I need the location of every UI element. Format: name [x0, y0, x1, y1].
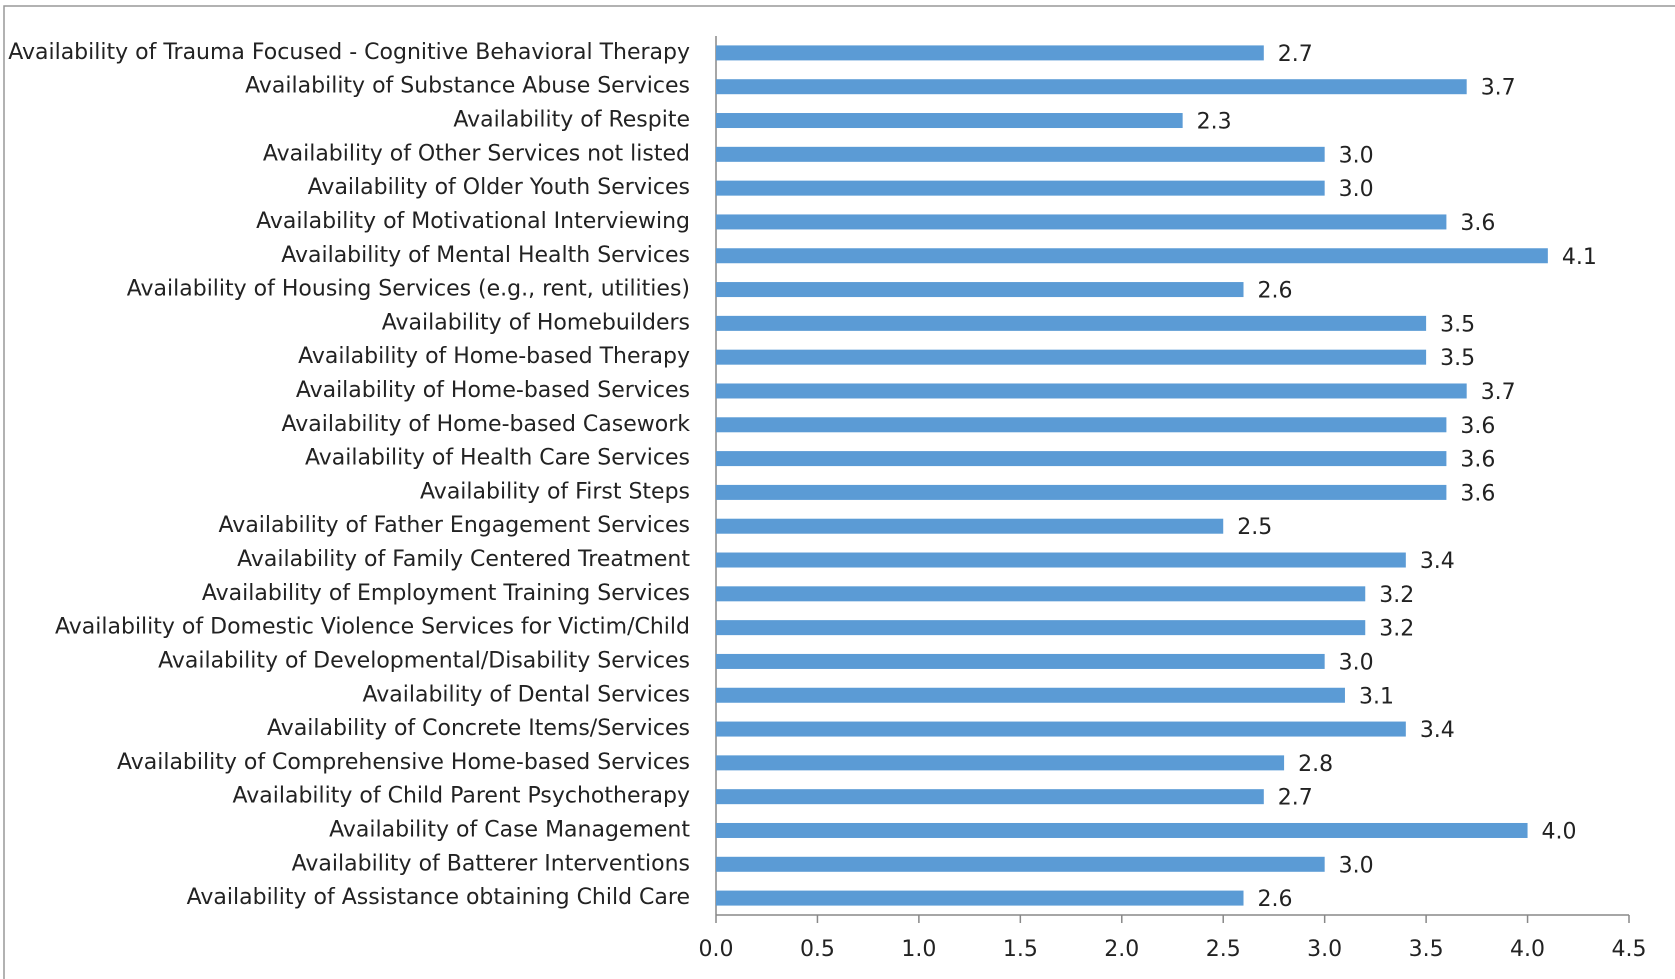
bar [716, 282, 1244, 298]
data-label: 3.5 [1440, 346, 1475, 371]
y-tick-label: Availability of Comprehensive Home-based… [117, 750, 690, 775]
data-label: 3.4 [1420, 718, 1455, 743]
bar [716, 586, 1366, 602]
y-tick-label: Availability of Case Management [329, 817, 690, 842]
y-tick-label: Availability of Health Care Services [305, 446, 690, 471]
bar [716, 383, 1467, 399]
data-label: 3.6 [1460, 211, 1495, 236]
data-label: 2.6 [1258, 887, 1293, 912]
data-label: 3.2 [1379, 617, 1414, 642]
bar [716, 349, 1427, 365]
data-label: 2.7 [1278, 42, 1313, 67]
bar [716, 79, 1467, 95]
data-label: 3.0 [1339, 177, 1374, 202]
data-label: 3.5 [1440, 312, 1475, 337]
y-tick-label: Availability of Assistance obtaining Chi… [187, 885, 690, 910]
y-tick-label: Availability of Dental Services [362, 682, 690, 707]
y-tick-label: Availability of First Steps [420, 479, 690, 504]
data-label: 3.4 [1420, 549, 1455, 574]
y-tick-label: Availability of Respite [453, 108, 690, 133]
x-tick-label: 4.0 [1510, 937, 1545, 962]
y-tick-label: Availability of Domestic Violence Servic… [55, 615, 690, 640]
data-label: 3.1 [1359, 684, 1394, 709]
y-tick-label: Availability of Father Engagement Servic… [219, 513, 690, 538]
x-tick-label: 2.0 [1104, 937, 1139, 962]
bar [716, 755, 1285, 771]
data-label: 3.2 [1379, 583, 1414, 608]
x-tick-label: 0.0 [699, 937, 734, 962]
bar [716, 890, 1244, 906]
bar [716, 451, 1447, 467]
data-label: 2.6 [1258, 279, 1293, 304]
x-tick-label: 3.5 [1409, 937, 1444, 962]
x-tick-label: 2.5 [1206, 937, 1241, 962]
y-tick-label: Availability of Family Centered Treatmen… [237, 547, 690, 572]
bar [716, 653, 1325, 669]
x-tick-label: 0.5 [800, 937, 835, 962]
y-tick-label: Availability of Substance Abuse Services [245, 74, 690, 99]
y-tick-label: Availability of Older Youth Services [308, 175, 690, 200]
bar [716, 552, 1406, 568]
y-tick-label: Availability of Employment Training Serv… [202, 581, 690, 606]
data-label: 3.7 [1481, 380, 1516, 405]
bar [716, 822, 1528, 838]
y-tick-label: Availability of Homebuilders [382, 310, 690, 335]
bar [716, 687, 1345, 703]
frame [3, 5, 1675, 979]
data-label: 4.1 [1562, 245, 1597, 270]
data-label: 2.5 [1237, 515, 1272, 540]
x-tick-label: 1.0 [901, 937, 936, 962]
bar [716, 856, 1325, 872]
x-tick-label: 1.5 [1003, 937, 1038, 962]
data-label: 3.0 [1339, 143, 1374, 168]
y-tick-label: Availability of Developmental/Disability… [158, 648, 690, 673]
bar [716, 721, 1406, 737]
data-label: 3.6 [1460, 448, 1495, 473]
data-label: 3.0 [1339, 853, 1374, 878]
bar [716, 417, 1447, 433]
y-tick-label: Availability of Mental Health Services [281, 243, 690, 268]
data-label: 3.6 [1460, 481, 1495, 506]
y-tick-label: Availability of Child Parent Psychothera… [233, 784, 691, 809]
data-label: 3.6 [1460, 414, 1495, 439]
y-tick-label: Availability of Concrete Items/Services [267, 716, 690, 741]
data-label: 2.7 [1278, 786, 1313, 811]
bar [716, 518, 1224, 534]
bar [716, 248, 1548, 264]
data-label: 2.8 [1298, 752, 1333, 777]
y-tick-label: Availability of Housing Services (e.g., … [127, 277, 690, 302]
bar [716, 146, 1325, 162]
x-tick-label: 3.0 [1307, 937, 1342, 962]
y-tick-label: Availability of Motivational Interviewin… [256, 209, 690, 234]
data-label: 3.7 [1481, 76, 1516, 101]
bar [716, 180, 1325, 196]
y-tick-label: Availability of Other Services not liste… [263, 141, 690, 166]
bar [716, 315, 1427, 331]
bar [716, 113, 1183, 129]
bar [716, 620, 1366, 636]
y-tick-label: Availability of Home-based Casework [282, 412, 691, 437]
bar [716, 214, 1447, 230]
bar [716, 45, 1264, 61]
data-label: 2.3 [1197, 110, 1232, 135]
y-tick-label: Availability of Trauma Focused - Cogniti… [8, 40, 690, 65]
data-label: 4.0 [1542, 819, 1577, 844]
y-tick-label: Availability of Home-based Services [296, 378, 690, 403]
data-label: 3.0 [1339, 650, 1374, 675]
bar [716, 789, 1264, 805]
y-tick-label: Availability of Batterer Interventions [292, 851, 690, 876]
bar [716, 484, 1447, 500]
x-tick-label: 4.5 [1612, 937, 1647, 962]
y-tick-label: Availability of Home-based Therapy [298, 344, 690, 369]
